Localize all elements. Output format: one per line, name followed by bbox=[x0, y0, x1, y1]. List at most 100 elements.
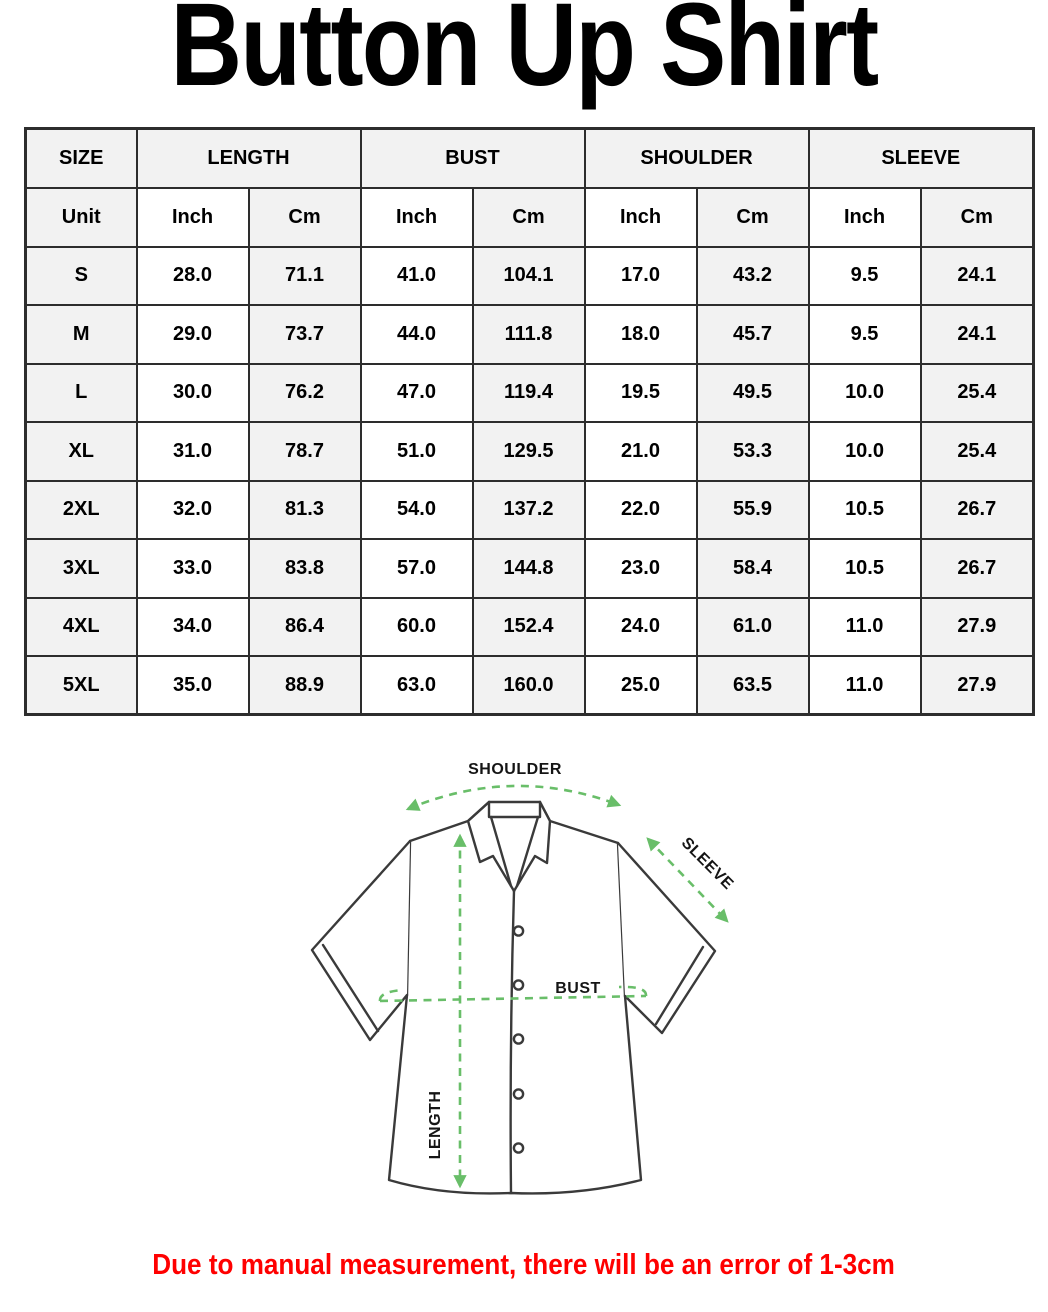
value-cell: 21.0 bbox=[583, 421, 698, 482]
value-cell: 119.4 bbox=[471, 362, 586, 423]
value-cell: 26.7 bbox=[919, 538, 1035, 599]
value-cell: 27.9 bbox=[919, 655, 1035, 716]
bust-line-right-cap bbox=[618, 985, 648, 997]
value-cell: 76.2 bbox=[247, 362, 362, 423]
button bbox=[512, 925, 525, 937]
col-header-length: LENGTH bbox=[135, 127, 362, 189]
value-cell: 34.0 bbox=[135, 596, 250, 657]
value-cell: 24.1 bbox=[919, 245, 1035, 306]
value-cell: 53.3 bbox=[695, 421, 810, 482]
table-row: L 30.0 76.2 47.0 119.4 19.5 49.5 10.0 25… bbox=[24, 362, 1035, 423]
unit-cell: Inch bbox=[359, 186, 474, 248]
value-cell: 111.8 bbox=[471, 304, 586, 365]
unit-header-row: Unit Inch Cm Inch Cm Inch Cm Inch Cm bbox=[24, 186, 1035, 248]
value-cell: 160.0 bbox=[471, 655, 586, 716]
measurement-note: Due to manual measurement, there will be… bbox=[152, 1249, 896, 1281]
value-cell: 24.0 bbox=[583, 596, 698, 657]
value-cell: 26.7 bbox=[919, 479, 1035, 540]
unit-cell: Cm bbox=[471, 186, 586, 248]
value-cell: 78.7 bbox=[247, 421, 362, 482]
unit-cell: Cm bbox=[247, 186, 362, 248]
value-cell: 83.8 bbox=[247, 538, 362, 599]
value-cell: 137.2 bbox=[471, 479, 586, 540]
unit-cell: Cm bbox=[695, 186, 810, 248]
value-cell: 144.8 bbox=[471, 538, 586, 599]
value-cell: 18.0 bbox=[583, 304, 698, 365]
size-cell: 3XL bbox=[24, 538, 138, 599]
unit-cell: Cm bbox=[919, 186, 1035, 248]
value-cell: 9.5 bbox=[807, 304, 922, 365]
value-cell: 63.5 bbox=[695, 655, 810, 716]
value-cell: 152.4 bbox=[471, 596, 586, 657]
col-header-bust: BUST bbox=[359, 127, 586, 189]
value-cell: 60.0 bbox=[359, 596, 474, 657]
value-cell: 28.0 bbox=[135, 245, 250, 306]
value-cell: 55.9 bbox=[695, 479, 810, 540]
value-cell: 43.2 bbox=[695, 245, 810, 306]
bust-line bbox=[379, 994, 647, 1003]
page-title: Button Up Shirt bbox=[170, 0, 879, 111]
button bbox=[512, 1088, 525, 1100]
table-row: S 28.0 71.1 41.0 104.1 17.0 43.2 9.5 24.… bbox=[24, 245, 1035, 306]
value-cell: 71.1 bbox=[247, 245, 362, 306]
col-header-sleeve: SLEEVE bbox=[807, 127, 1035, 189]
value-cell: 73.7 bbox=[247, 304, 362, 365]
measurement-arrows bbox=[378, 784, 729, 1189]
button bbox=[512, 979, 525, 991]
table-row: M 29.0 73.7 44.0 111.8 18.0 45.7 9.5 24.… bbox=[24, 304, 1035, 365]
value-cell: 25.4 bbox=[919, 362, 1035, 423]
value-cell: 10.0 bbox=[807, 421, 922, 482]
value-cell: 27.9 bbox=[919, 596, 1035, 657]
value-cell: 29.0 bbox=[135, 304, 250, 365]
neck-opening-left bbox=[489, 815, 513, 888]
value-cell: 44.0 bbox=[359, 304, 474, 365]
table-row: XL 31.0 78.7 51.0 129.5 21.0 53.3 10.0 2… bbox=[24, 421, 1035, 482]
value-cell: 61.0 bbox=[695, 596, 810, 657]
shoulder-arrow bbox=[405, 784, 622, 811]
sleeve-label: SLEEVE bbox=[678, 834, 737, 893]
value-cell: 104.1 bbox=[471, 245, 586, 306]
value-cell: 25.4 bbox=[919, 421, 1035, 482]
right-cuff-hem bbox=[654, 945, 705, 1026]
unit-cell: Inch bbox=[807, 186, 922, 248]
bust-label: BUST bbox=[555, 980, 601, 997]
table-row: 4XL 34.0 86.4 60.0 152.4 24.0 61.0 11.0 … bbox=[24, 596, 1035, 657]
shirt-measurement-diagram: SHOULDER SLEEVE BUST LENGTH bbox=[310, 761, 737, 1195]
value-cell: 35.0 bbox=[135, 655, 250, 716]
value-cell: 10.5 bbox=[807, 479, 922, 540]
unit-cell: Inch bbox=[135, 186, 250, 248]
table-header-row: SIZE LENGTH BUST SHOULDER SLEEVE bbox=[24, 127, 1035, 189]
shirt-left-sleeve bbox=[310, 839, 412, 1042]
value-cell: 32.0 bbox=[135, 479, 250, 540]
value-cell: 23.0 bbox=[583, 538, 698, 599]
bust-line-left-cap bbox=[378, 988, 403, 1002]
value-cell: 9.5 bbox=[807, 245, 922, 306]
value-cell: 41.0 bbox=[359, 245, 474, 306]
length-label: LENGTH bbox=[427, 1091, 444, 1160]
size-cell: 2XL bbox=[24, 479, 138, 540]
value-cell: 22.0 bbox=[583, 479, 698, 540]
value-cell: 86.4 bbox=[247, 596, 362, 657]
note-container: Due to manual measurement, there will be… bbox=[0, 1249, 1048, 1282]
unit-cell: Inch bbox=[583, 186, 698, 248]
value-cell: 11.0 bbox=[807, 655, 922, 716]
value-cell: 51.0 bbox=[359, 421, 474, 482]
value-cell: 10.5 bbox=[807, 538, 922, 599]
unit-label-cell: Unit bbox=[24, 186, 138, 248]
size-cell: L bbox=[24, 362, 138, 423]
value-cell: 31.0 bbox=[135, 421, 250, 482]
button bbox=[512, 1033, 525, 1045]
collar-right-leaf bbox=[512, 800, 552, 893]
value-cell: 10.0 bbox=[807, 362, 922, 423]
button bbox=[512, 1142, 525, 1154]
sleeve-arrow bbox=[646, 837, 729, 923]
table-row: 2XL 32.0 81.3 54.0 137.2 22.0 55.9 10.5 … bbox=[24, 479, 1035, 540]
value-cell: 88.9 bbox=[247, 655, 362, 716]
value-cell: 30.0 bbox=[135, 362, 250, 423]
value-cell: 33.0 bbox=[135, 538, 250, 599]
value-cell: 11.0 bbox=[807, 596, 922, 657]
value-cell: 129.5 bbox=[471, 421, 586, 482]
value-cell: 54.0 bbox=[359, 479, 474, 540]
value-cell: 47.0 bbox=[359, 362, 474, 423]
